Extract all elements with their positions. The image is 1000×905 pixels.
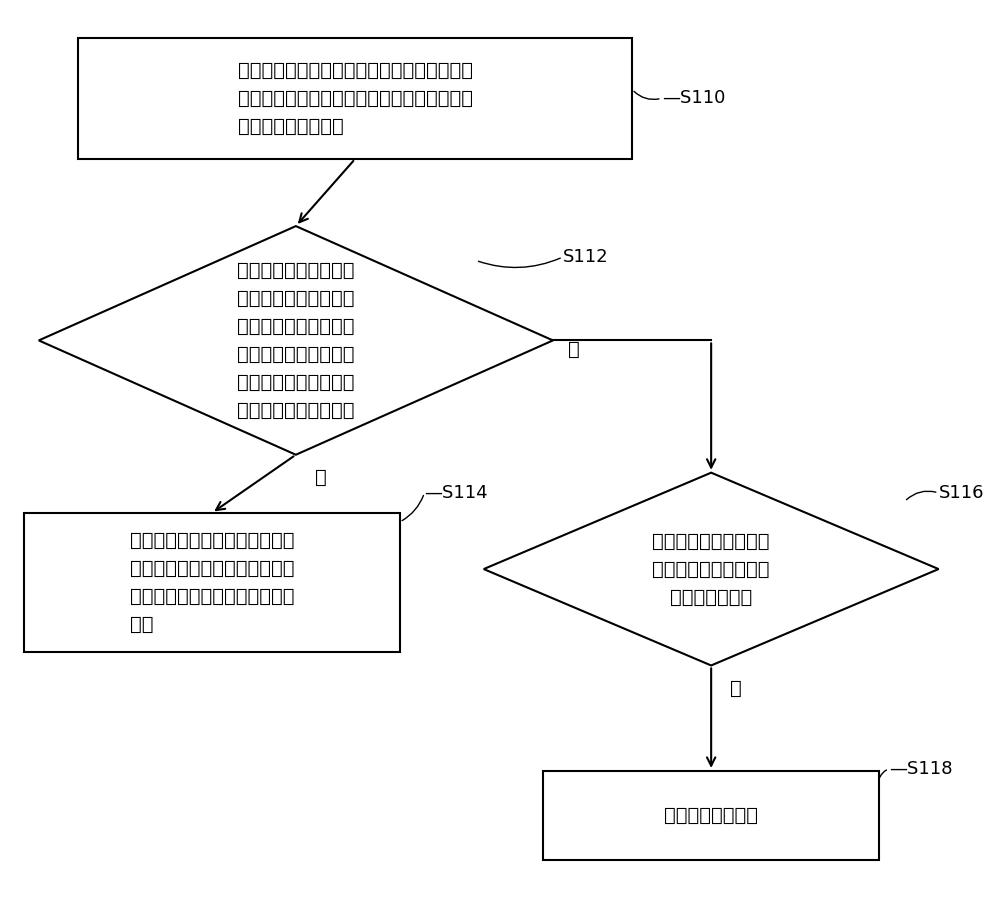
- Bar: [78, 38, 632, 159]
- Text: 否: 否: [568, 340, 580, 359]
- Text: 在负荷侧监控设备根据
第三控制指令控制对应
的可投切支路的投切操
作后，判断是否存在至
少有一条相线的负载率
满足单相过载调整条件: 在负荷侧监控设备根据 第三控制指令控制对应 的可投切支路的投切操 作后，判断是否…: [237, 261, 355, 420]
- Text: 判断各相线的三相不平
衡度是否满足三相负荷
不平衡调整条件: 判断各相线的三相不平 衡度是否满足三相负荷 不平衡调整条件: [652, 531, 770, 606]
- Text: —S110: —S110: [662, 90, 725, 108]
- Text: 输出第一控制指令，并在负荷侧
监控设备根据第一控制指令切除
第一目标用户后输出第三控制指
令。: 输出第一控制指令，并在负荷侧 监控设备根据第一控制指令切除 第一目标用户后输出第…: [130, 531, 294, 634]
- Text: S112: S112: [563, 248, 608, 266]
- Polygon shape: [39, 226, 553, 454]
- Text: S116: S116: [939, 484, 984, 502]
- Text: 是: 是: [730, 679, 742, 698]
- Polygon shape: [484, 472, 939, 665]
- Text: 输出第三控制指令: 输出第三控制指令: [664, 806, 758, 825]
- Text: —S114: —S114: [424, 484, 488, 502]
- Text: 是: 是: [315, 468, 326, 487]
- Bar: [24, 513, 400, 652]
- Text: 若台区负载率不满足三相过载调整条件且至少
有一条相线的负载率满足单相过载调整条件，
则输出第三控制指令: 若台区负载率不满足三相过载调整条件且至少 有一条相线的负载率满足单相过载调整条件…: [238, 61, 473, 136]
- Bar: [543, 771, 879, 861]
- Text: —S118: —S118: [889, 760, 953, 778]
